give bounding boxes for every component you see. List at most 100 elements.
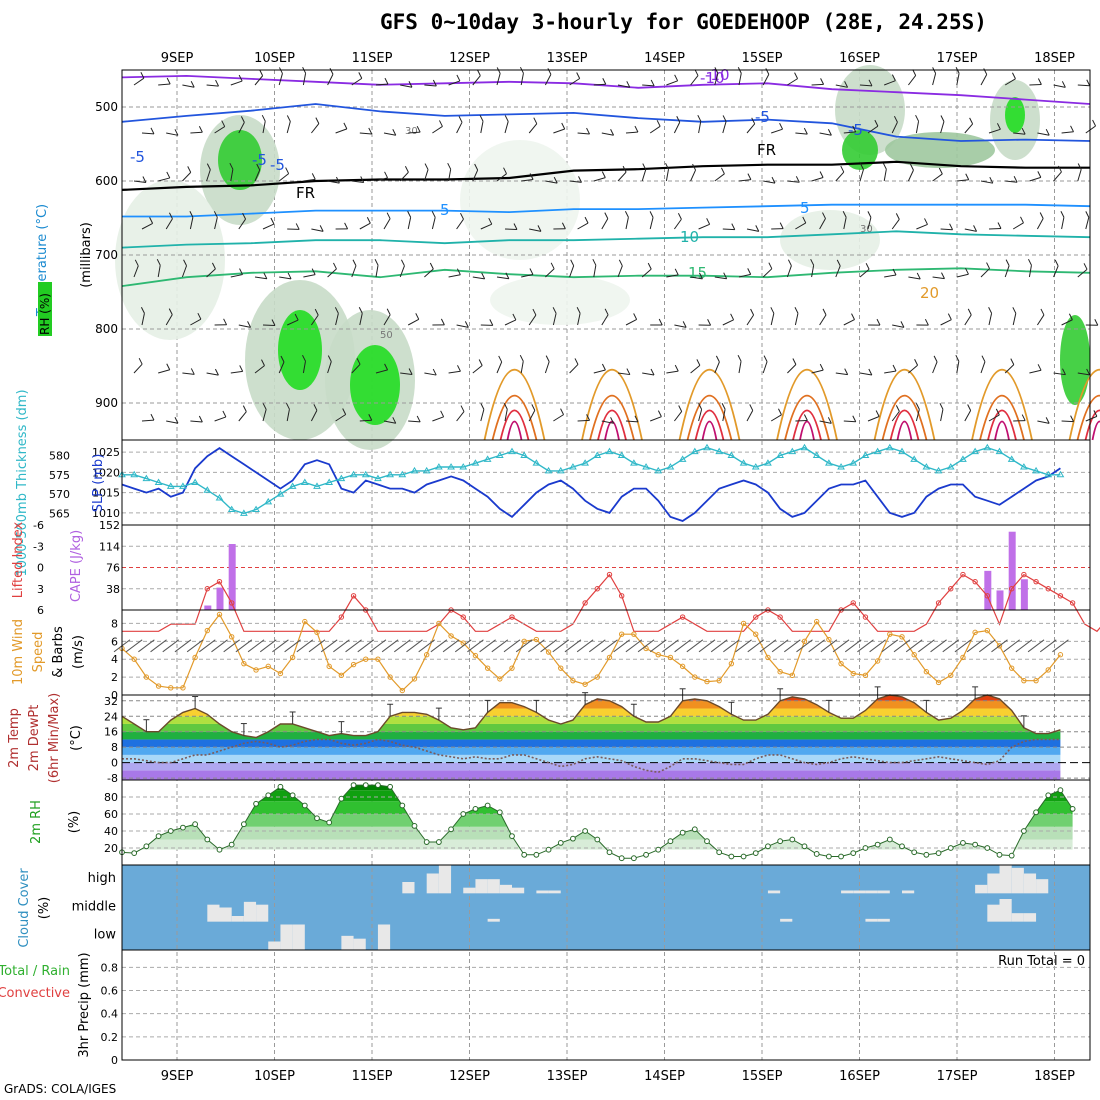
wind-barb: [254, 276, 267, 280]
wind-barb: [310, 410, 318, 422]
thickness-marker: [983, 443, 992, 451]
wind-barb-10m: [247, 639, 265, 653]
wind-barb-10m: [649, 639, 667, 653]
wind-barb-flag: [532, 308, 537, 316]
rh-marker: [131, 850, 138, 856]
wind-barb-flag: [604, 308, 609, 316]
wind-speed-marker: [1008, 665, 1015, 671]
wind-barb: [1077, 169, 1082, 182]
isotherm-25-loop: [784, 394, 830, 441]
cloud-block: [463, 887, 476, 894]
isotherm-35-loop: [896, 420, 913, 441]
wind-barb: [351, 180, 364, 183]
upper-wind-barbs: [133, 66, 1099, 424]
wind-barb: [133, 265, 139, 278]
wind-barb: [1029, 369, 1042, 374]
wind-barb: [617, 265, 623, 278]
wind-barb: [891, 121, 898, 134]
wind-barb: [351, 77, 363, 86]
thickness-marker: [361, 470, 370, 478]
wind-barb-flag: [892, 268, 897, 276]
wind-barb: [424, 268, 434, 278]
wind-barb: [988, 414, 1000, 422]
wind-barb-flag: [1045, 128, 1050, 136]
wind-barb: [843, 131, 856, 134]
wind-barb-flag: [914, 359, 919, 366]
wind-barb-flag: [1054, 259, 1059, 267]
wind-barb: [738, 179, 751, 182]
li-marker: [1045, 586, 1051, 592]
wind-barb: [593, 83, 606, 86]
wind-barb-flag: [198, 126, 203, 133]
wind-barb-10m: [954, 639, 972, 653]
wind-barb: [407, 318, 420, 326]
wind-speed-marker: [314, 629, 320, 636]
thickness-marker: [605, 447, 614, 455]
wind-barb: [674, 324, 687, 328]
wind-barb-flag: [197, 312, 202, 320]
contour-label: -5: [252, 151, 267, 169]
cape-bar: [996, 590, 1004, 610]
rh-marker: [228, 841, 235, 848]
wind-barb: [762, 268, 773, 278]
wind-barb-10m: [259, 639, 277, 653]
li-tick-label: 3: [37, 583, 44, 596]
wind-barb-flag: [787, 259, 792, 266]
wind-barb-flag: [771, 176, 776, 184]
wind-barb-10m: [686, 639, 704, 653]
wind-barb-flag: [842, 211, 847, 218]
rh-marker: [411, 823, 418, 829]
wind-barb: [254, 365, 265, 374]
isotherm-25-loop: [491, 394, 538, 441]
wind-speed-marker: [436, 620, 442, 627]
wind-barb-10m: [199, 639, 216, 653]
wind-speed-marker: [168, 685, 174, 691]
wind-barb: [843, 319, 855, 326]
temp-band: [122, 723, 1061, 732]
wind-barb-flag: [190, 368, 195, 375]
wind-barb-flag: [239, 268, 243, 275]
wind-barb-flag: [343, 122, 348, 130]
wind-barb: [1029, 176, 1041, 182]
wind-speed-marker: [289, 654, 296, 661]
wind-barb-flag: [424, 163, 429, 170]
thickness-marker: [325, 478, 334, 485]
wind-barb: [787, 78, 798, 86]
temp-band: [122, 700, 1061, 709]
isotherm-20-loop: [581, 369, 643, 441]
wind-barb-flag: [893, 115, 898, 123]
thickness-marker: [1007, 455, 1016, 462]
wind-barb: [158, 369, 170, 374]
wind-barb: [408, 131, 421, 134]
wind-barb-flag: [529, 173, 534, 180]
wind-speed-marker: [862, 672, 869, 679]
wind-barb: [262, 409, 267, 422]
wind-barb-flag: [967, 404, 972, 411]
wind-barb-flag: [916, 272, 921, 280]
wind-barb-flag: [408, 81, 413, 88]
wind-barb-flag: [795, 176, 800, 183]
wind-barb: [278, 73, 283, 86]
thickness-marker: [215, 493, 224, 501]
wind-barb: [214, 416, 227, 422]
wind-barb-flag: [924, 218, 928, 225]
rh-marker: [253, 800, 259, 807]
cloud-block: [475, 879, 488, 894]
wind-barb-flag: [852, 125, 857, 133]
wind-barb: [480, 409, 485, 422]
wind-barb: [964, 123, 973, 134]
wind-barb: [569, 78, 580, 86]
wind-barb-flag: [649, 211, 654, 218]
rh-marker: [326, 819, 333, 826]
thickness-marker: [166, 482, 175, 489]
thickness-marker: [203, 486, 212, 493]
wind-barb: [770, 313, 775, 326]
precip-convective-label: Convective: [0, 986, 70, 1001]
rh-shading: [278, 310, 322, 390]
wind-barb: [1077, 268, 1088, 278]
wind-barb: [867, 217, 872, 230]
top-date-label: 15SEP: [742, 51, 783, 66]
bottom-date-label: 17SEP: [937, 1069, 978, 1084]
wind-tick-label: 8: [111, 617, 118, 630]
wind-barb: [141, 419, 155, 422]
